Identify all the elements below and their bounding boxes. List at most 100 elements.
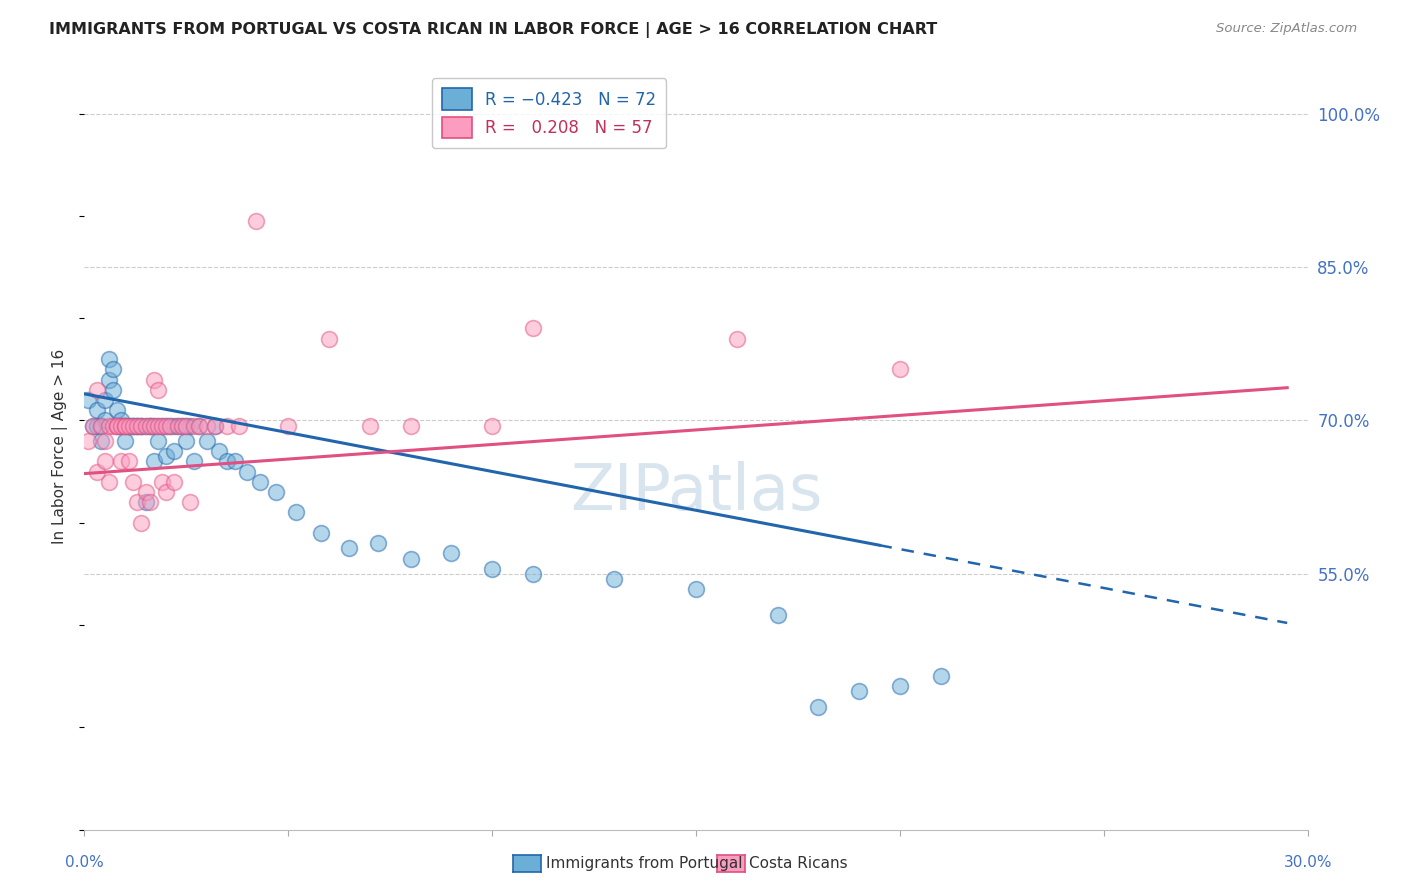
Point [90, 418, 112, 433]
Point [155, 418, 177, 433]
Point [159, 418, 181, 433]
Point [131, 418, 153, 433]
Point [77, 392, 100, 407]
Point [481, 418, 503, 433]
Point [127, 495, 149, 509]
Point [97, 418, 120, 433]
Point [138, 418, 160, 433]
Point [127, 418, 149, 433]
Point [82, 418, 104, 433]
Point [163, 418, 186, 433]
Point [146, 383, 169, 397]
Point [217, 454, 239, 468]
Point [110, 418, 132, 433]
Point [167, 418, 190, 433]
Legend: R = −0.423   N = 72, R =   0.208   N = 57: R = −0.423 N = 72, R = 0.208 N = 57 [432, 78, 666, 148]
Point [217, 418, 239, 433]
Point [97, 372, 120, 386]
Point [127, 418, 149, 433]
Point [481, 562, 503, 576]
Point [131, 516, 153, 530]
Point [114, 418, 136, 433]
Point [118, 454, 141, 468]
Point [155, 485, 177, 500]
Point [135, 485, 157, 500]
Point [86, 465, 108, 479]
Text: 0.0%: 0.0% [65, 855, 104, 870]
Point [766, 607, 789, 622]
Point [204, 418, 226, 433]
Point [135, 418, 157, 433]
Point [114, 434, 136, 448]
Point [142, 372, 165, 386]
Point [97, 352, 120, 367]
Point [150, 418, 173, 433]
Point [114, 418, 136, 433]
Point [138, 418, 160, 433]
Point [522, 566, 544, 581]
Point [159, 418, 181, 433]
Text: Immigrants from Portugal: Immigrants from Portugal [546, 856, 742, 871]
Point [367, 536, 389, 550]
Point [105, 418, 128, 433]
Point [101, 418, 124, 433]
Point [93, 454, 115, 468]
Point [105, 418, 128, 433]
Point [135, 418, 157, 433]
Point [228, 418, 250, 433]
Point [172, 418, 194, 433]
Point [150, 418, 173, 433]
Point [172, 418, 194, 433]
Point [195, 434, 218, 448]
Point [318, 332, 340, 346]
Point [142, 418, 165, 433]
Point [179, 495, 201, 509]
Point [101, 383, 124, 397]
Point [90, 434, 112, 448]
Point [122, 418, 145, 433]
Point [77, 434, 100, 448]
Point [725, 332, 748, 346]
Point [603, 572, 626, 586]
Point [101, 362, 124, 376]
Point [522, 321, 544, 335]
Point [86, 403, 108, 417]
Text: 30.0%: 30.0% [1284, 855, 1331, 870]
Point [131, 418, 153, 433]
Point [440, 546, 463, 560]
Point [105, 418, 128, 433]
Text: ZIPatlas: ZIPatlas [569, 461, 823, 523]
Point [118, 418, 141, 433]
Point [138, 418, 160, 433]
Y-axis label: In Labor Force | Age > 16: In Labor Force | Age > 16 [52, 349, 69, 543]
Point [122, 418, 145, 433]
Point [195, 418, 218, 433]
Point [187, 418, 209, 433]
Point [146, 418, 169, 433]
Point [118, 418, 141, 433]
Point [86, 383, 108, 397]
Point [174, 434, 197, 448]
Point [146, 434, 169, 448]
Point [122, 418, 145, 433]
Point [236, 465, 259, 479]
Point [105, 403, 128, 417]
Point [127, 418, 149, 433]
Point [97, 475, 120, 489]
Point [138, 495, 160, 509]
Point [142, 454, 165, 468]
Point [277, 418, 299, 433]
Point [245, 214, 267, 228]
Point [889, 362, 911, 376]
Point [339, 541, 361, 556]
Point [187, 418, 209, 433]
Text: Costa Ricans: Costa Ricans [749, 856, 848, 871]
Point [118, 418, 141, 433]
Point [929, 669, 952, 683]
Point [399, 418, 422, 433]
Point [183, 418, 205, 433]
Point [285, 506, 308, 520]
Point [155, 449, 177, 463]
Point [183, 454, 205, 468]
Point [174, 418, 197, 433]
